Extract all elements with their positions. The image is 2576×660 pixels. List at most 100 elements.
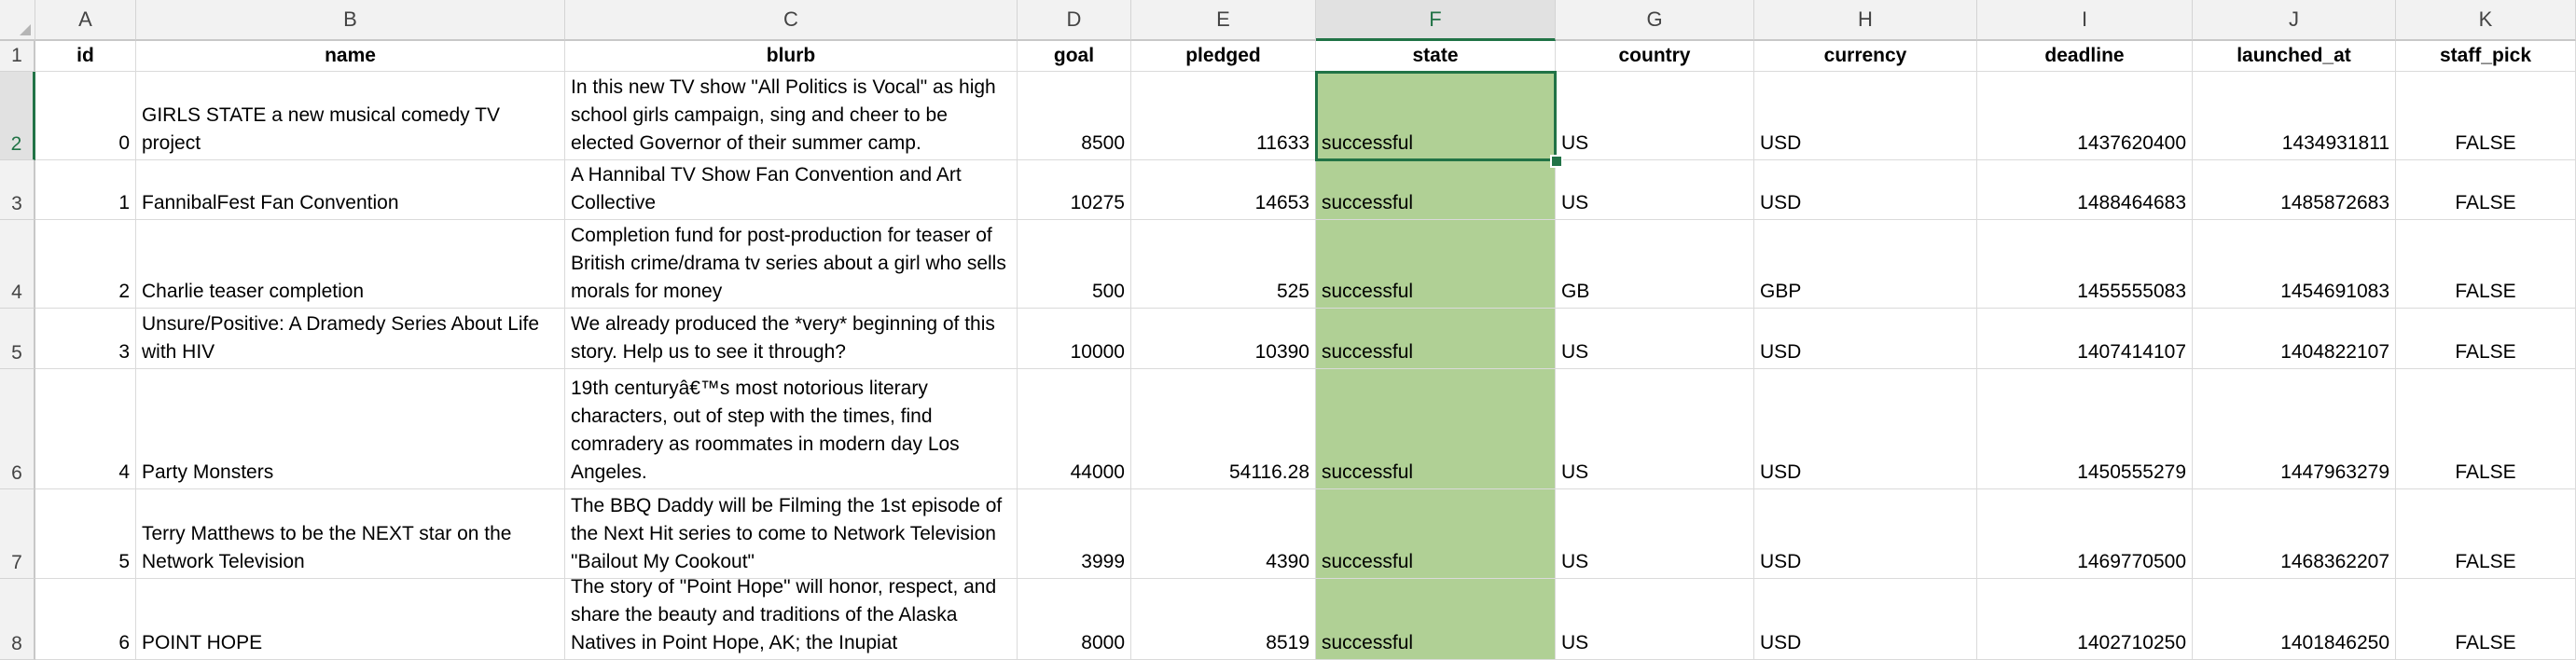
cell-g3[interactable]: US xyxy=(1556,160,1754,220)
row-header-4[interactable]: 4 xyxy=(0,220,35,309)
cell-a7[interactable]: 5 xyxy=(35,489,136,579)
row-header-6[interactable]: 6 xyxy=(0,369,35,489)
cell-i6[interactable]: 1450555279 xyxy=(1977,369,2193,489)
column-header-c[interactable]: C xyxy=(565,0,1018,41)
cell-k6[interactable]: FALSE xyxy=(2396,369,2576,489)
cell-j5[interactable]: 1404822107 xyxy=(2193,309,2396,369)
cell-c8[interactable]: The story of "Point Hope" will honor, re… xyxy=(565,579,1018,660)
cell-e7[interactable]: 4390 xyxy=(1131,489,1316,579)
cell-f6[interactable]: successful xyxy=(1316,369,1556,489)
cell-d8[interactable]: 8000 xyxy=(1018,579,1131,660)
cell-b3[interactable]: FannibalFest Fan Convention xyxy=(136,160,565,220)
column-header-a[interactable]: A xyxy=(35,0,136,41)
cell-f7[interactable]: successful xyxy=(1316,489,1556,579)
column-header-e[interactable]: E xyxy=(1131,0,1316,41)
header-cell-pledged[interactable]: pledged xyxy=(1131,41,1316,72)
cell-e6[interactable]: 54116.28 xyxy=(1131,369,1316,489)
cell-j7[interactable]: 1468362207 xyxy=(2193,489,2396,579)
column-header-d[interactable]: D xyxy=(1018,0,1131,41)
cell-f5[interactable]: successful xyxy=(1316,309,1556,369)
cell-a8[interactable]: 6 xyxy=(35,579,136,660)
cell-i7[interactable]: 1469770500 xyxy=(1977,489,2193,579)
cell-b6[interactable]: Party Monsters xyxy=(136,369,565,489)
cell-b8[interactable]: POINT HOPE xyxy=(136,579,565,660)
column-header-i[interactable]: I xyxy=(1977,0,2193,41)
cell-g8[interactable]: US xyxy=(1556,579,1754,660)
cell-k7[interactable]: FALSE xyxy=(2396,489,2576,579)
row-header-1[interactable]: 1 xyxy=(0,41,35,72)
cell-b5[interactable]: Unsure/Positive: A Dramedy Series About … xyxy=(136,309,565,369)
column-header-h[interactable]: H xyxy=(1754,0,1977,41)
select-all-corner[interactable] xyxy=(0,0,35,41)
cell-i2[interactable]: 1437620400 xyxy=(1977,72,2193,160)
cell-b4[interactable]: Charlie teaser completion xyxy=(136,220,565,309)
cell-e3[interactable]: 14653 xyxy=(1131,160,1316,220)
cell-a4[interactable]: 2 xyxy=(35,220,136,309)
cell-g5[interactable]: US xyxy=(1556,309,1754,369)
cell-d5[interactable]: 10000 xyxy=(1018,309,1131,369)
cell-g4[interactable]: GB xyxy=(1556,220,1754,309)
row-header-2[interactable]: 2 xyxy=(0,72,35,160)
header-cell-blurb[interactable]: blurb xyxy=(565,41,1018,72)
cell-d4[interactable]: 500 xyxy=(1018,220,1131,309)
cell-e8[interactable]: 8519 xyxy=(1131,579,1316,660)
cell-k2[interactable]: FALSE xyxy=(2396,72,2576,160)
row-header-3[interactable]: 3 xyxy=(0,160,35,220)
cell-h2[interactable]: USD xyxy=(1754,72,1977,160)
cell-i5[interactable]: 1407414107 xyxy=(1977,309,2193,369)
header-cell-country[interactable]: country xyxy=(1556,41,1754,72)
cell-c7[interactable]: The BBQ Daddy will be Filming the 1st ep… xyxy=(565,489,1018,579)
cell-c5[interactable]: We already produced the *very* beginning… xyxy=(565,309,1018,369)
column-header-j[interactable]: J xyxy=(2193,0,2396,41)
cell-e4[interactable]: 525 xyxy=(1131,220,1316,309)
cell-j8[interactable]: 1401846250 xyxy=(2193,579,2396,660)
cell-c2[interactable]: In this new TV show "All Politics is Voc… xyxy=(565,72,1018,160)
cell-k4[interactable]: FALSE xyxy=(2396,220,2576,309)
cell-k8[interactable]: FALSE xyxy=(2396,579,2576,660)
cell-i8[interactable]: 1402710250 xyxy=(1977,579,2193,660)
cell-c3[interactable]: A Hannibal TV Show Fan Convention and Ar… xyxy=(565,160,1018,220)
row-header-8[interactable]: 8 xyxy=(0,579,35,660)
cell-g2[interactable]: US xyxy=(1556,72,1754,160)
header-cell-staff-pick[interactable]: staff_pick xyxy=(2396,41,2576,72)
cell-d3[interactable]: 10275 xyxy=(1018,160,1131,220)
cell-e5[interactable]: 10390 xyxy=(1131,309,1316,369)
cell-a6[interactable]: 4 xyxy=(35,369,136,489)
row-header-7[interactable]: 7 xyxy=(0,489,35,579)
column-header-g[interactable]: G xyxy=(1556,0,1754,41)
cell-k3[interactable]: FALSE xyxy=(2396,160,2576,220)
header-cell-goal[interactable]: goal xyxy=(1018,41,1131,72)
column-header-f[interactable]: F xyxy=(1316,0,1556,41)
cell-g6[interactable]: US xyxy=(1556,369,1754,489)
cell-h7[interactable]: USD xyxy=(1754,489,1977,579)
cell-a3[interactable]: 1 xyxy=(35,160,136,220)
cell-j4[interactable]: 1454691083 xyxy=(2193,220,2396,309)
row-header-5[interactable]: 5 xyxy=(0,309,35,369)
cell-f4[interactable]: successful xyxy=(1316,220,1556,309)
header-cell-currency[interactable]: currency xyxy=(1754,41,1977,72)
cell-f2[interactable]: successful xyxy=(1316,72,1556,160)
cell-e2[interactable]: 11633 xyxy=(1131,72,1316,160)
cell-c6[interactable]: 19th centuryâ€™s most notorious literary… xyxy=(565,369,1018,489)
cell-a5[interactable]: 3 xyxy=(35,309,136,369)
cell-d7[interactable]: 3999 xyxy=(1018,489,1131,579)
cell-g7[interactable]: US xyxy=(1556,489,1754,579)
cell-h6[interactable]: USD xyxy=(1754,369,1977,489)
column-header-b[interactable]: B xyxy=(136,0,565,41)
cell-f3[interactable]: successful xyxy=(1316,160,1556,220)
cell-j3[interactable]: 1485872683 xyxy=(2193,160,2396,220)
cell-h4[interactable]: GBP xyxy=(1754,220,1977,309)
header-cell-deadline[interactable]: deadline xyxy=(1977,41,2193,72)
cell-c4[interactable]: Completion fund for post-production for … xyxy=(565,220,1018,309)
cell-j2[interactable]: 1434931811 xyxy=(2193,72,2396,160)
cell-a2[interactable]: 0 xyxy=(35,72,136,160)
column-header-k[interactable]: K xyxy=(2396,0,2576,41)
cell-k5[interactable]: FALSE xyxy=(2396,309,2576,369)
header-cell-name[interactable]: name xyxy=(136,41,565,72)
cell-i3[interactable]: 1488464683 xyxy=(1977,160,2193,220)
cell-b2[interactable]: GIRLS STATE a new musical comedy TV proj… xyxy=(136,72,565,160)
cell-h5[interactable]: USD xyxy=(1754,309,1977,369)
cell-d6[interactable]: 44000 xyxy=(1018,369,1131,489)
header-cell-state[interactable]: state xyxy=(1316,41,1556,72)
